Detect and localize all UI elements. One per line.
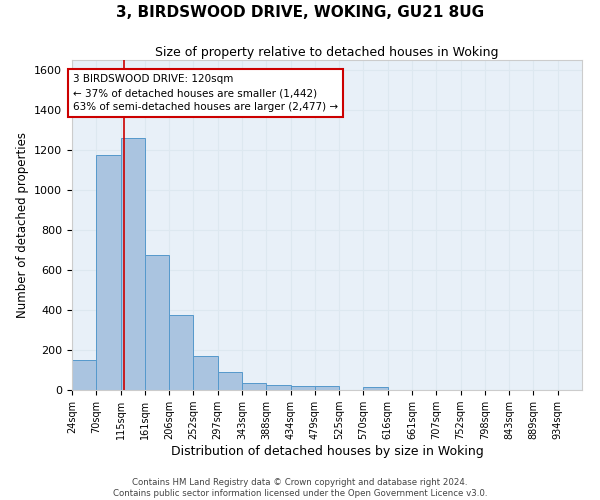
Bar (169, 315, 193, 390)
Bar (145, 255, 169, 390)
Bar (218, 372, 242, 390)
Bar (72, 360, 96, 390)
Bar (315, 386, 339, 390)
Text: 3 BIRDSWOOD DRIVE: 120sqm
← 37% of detached houses are smaller (1,442)
63% of se: 3 BIRDSWOOD DRIVE: 120sqm ← 37% of detac… (73, 74, 338, 112)
Bar (193, 356, 218, 390)
Bar (96, 155, 121, 390)
Bar (242, 383, 266, 390)
Bar (364, 387, 388, 390)
Bar (121, 138, 145, 390)
X-axis label: Distribution of detached houses by size in Woking: Distribution of detached houses by size … (170, 445, 484, 458)
Y-axis label: Number of detached properties: Number of detached properties (16, 132, 29, 318)
Bar (290, 386, 315, 390)
Text: Contains HM Land Registry data © Crown copyright and database right 2024.
Contai: Contains HM Land Registry data © Crown c… (113, 478, 487, 498)
Text: 3, BIRDSWOOD DRIVE, WOKING, GU21 8UG: 3, BIRDSWOOD DRIVE, WOKING, GU21 8UG (116, 5, 484, 20)
Bar (266, 385, 290, 390)
Title: Size of property relative to detached houses in Woking: Size of property relative to detached ho… (155, 46, 499, 59)
